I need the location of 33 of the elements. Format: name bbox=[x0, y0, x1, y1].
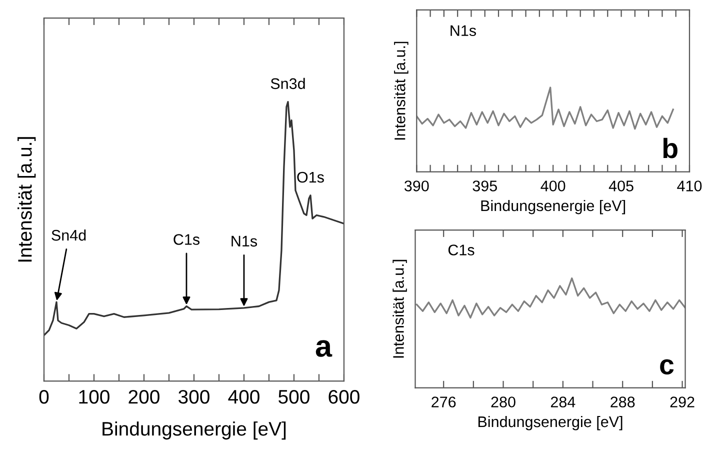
x-tick-label: 284 bbox=[550, 396, 576, 408]
text: C1s bbox=[448, 244, 474, 256]
x-axis-title: Bindungsenergie [eV] bbox=[481, 200, 626, 214]
x-tick-label: 200 bbox=[128, 390, 160, 404]
text: N1s bbox=[450, 25, 476, 36]
x-tick-label: 292 bbox=[670, 396, 694, 408]
y-axis-title: Intensität [a.u.] bbox=[18, 137, 36, 262]
annotation: N1s bbox=[232, 236, 258, 247]
x-tick-label: 280 bbox=[491, 396, 516, 408]
x-tick-label: 400 bbox=[540, 180, 566, 192]
annotation: Sn4d bbox=[52, 229, 86, 241]
x-tick-label: 410 bbox=[677, 180, 702, 192]
x-tick-label: 500 bbox=[278, 390, 310, 404]
annotation: c bbox=[660, 359, 674, 374]
x-tick-label: 600 bbox=[328, 390, 360, 404]
x-axis-title: Bindungsenergie [eV] bbox=[102, 421, 286, 440]
x-tick-label: 400 bbox=[228, 390, 260, 404]
x-tick-label: 390 bbox=[404, 180, 429, 192]
x-tick-label: 300 bbox=[178, 390, 210, 404]
x-tick-label: 288 bbox=[610, 396, 635, 408]
x-axis-title: Bindungsenergie [eV] bbox=[478, 416, 622, 430]
x-tick-label: 395 bbox=[472, 180, 497, 192]
annotation: Sn3d bbox=[270, 78, 305, 90]
x-tick-label: 405 bbox=[608, 180, 634, 192]
x-tick-label: 276 bbox=[432, 396, 456, 408]
annotation: O1s bbox=[297, 172, 324, 183]
y-axis-title: Intensität [a.u.] bbox=[392, 260, 407, 358]
x-tick-label: 100 bbox=[79, 390, 110, 404]
annotation: a bbox=[316, 340, 332, 357]
x-tick-label: 0 bbox=[39, 390, 49, 404]
annotation: b bbox=[663, 138, 678, 158]
y-axis-title: Intensität [a.u.] bbox=[394, 42, 408, 140]
annotation: C1s bbox=[174, 234, 200, 245]
